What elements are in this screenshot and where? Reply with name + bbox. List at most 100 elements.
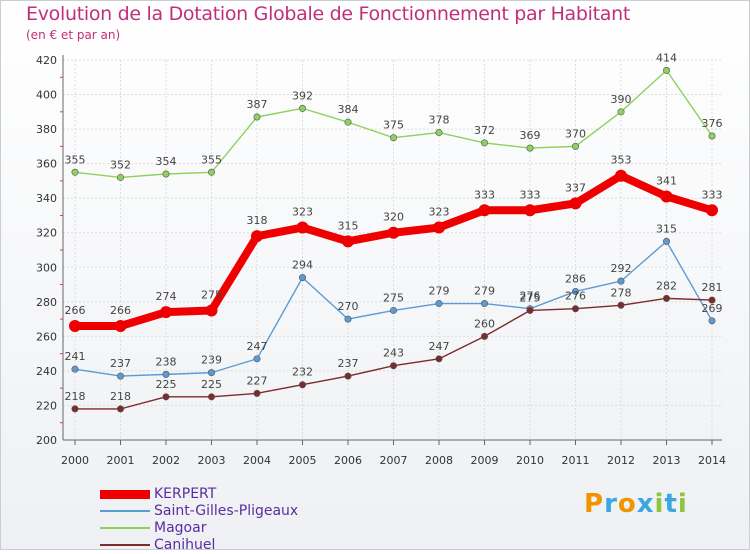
logo-letter: x (636, 489, 655, 519)
x-tick-label: 2011 (562, 454, 590, 467)
legend-swatch (100, 510, 150, 512)
data-label: 315 (656, 222, 677, 235)
data-label: 414 (656, 51, 677, 64)
legend-swatch (100, 544, 150, 546)
data-label: 225 (156, 378, 177, 391)
data-point (708, 132, 716, 140)
data-label: 387 (247, 98, 268, 111)
data-labels: 266 266 274 275 318 323 315 320 323 333 333 337 353 3… (65, 51, 723, 403)
data-label: 282 (656, 279, 677, 292)
y-tick-label: 420 (36, 54, 57, 67)
y-tick-label: 300 (36, 261, 57, 274)
logo-letter: r (604, 489, 618, 519)
data-point (433, 221, 445, 234)
data-point (208, 168, 216, 176)
data-point (344, 118, 352, 126)
data-point (526, 306, 534, 314)
data-point (114, 320, 127, 332)
data-point (660, 190, 673, 203)
data-point (69, 320, 81, 332)
y-tick-label: 200 (36, 434, 57, 447)
data-label: 274 (156, 290, 177, 303)
data-point (435, 300, 443, 308)
data-point (389, 134, 397, 142)
data-label: 241 (65, 350, 86, 363)
data-point (662, 294, 670, 302)
y-tick-label: 380 (36, 123, 57, 136)
data-point (298, 104, 306, 112)
data-point (615, 169, 627, 182)
data-point (205, 304, 218, 317)
data-point (478, 204, 491, 217)
x-tick-label: 2012 (607, 454, 635, 467)
data-label: 238 (156, 355, 177, 368)
data-label: 292 (611, 262, 632, 275)
data-point (435, 129, 443, 137)
legend-label: Canihuel (154, 537, 216, 553)
data-point (480, 300, 488, 308)
data-label: 376 (702, 117, 723, 130)
x-tick-label: 2007 (380, 454, 408, 467)
x-tick-label: 2003 (198, 454, 226, 467)
logo-letter: o (617, 489, 637, 519)
data-point (162, 170, 170, 178)
data-label: 279 (474, 285, 495, 298)
data-point (296, 221, 309, 234)
data-label: 353 (611, 154, 632, 167)
legend-swatch (100, 489, 150, 499)
data-point (160, 306, 172, 319)
y-tick-label: 360 (36, 158, 57, 171)
data-point (389, 362, 397, 370)
data-point (117, 372, 125, 380)
data-point (617, 301, 625, 309)
data-point (387, 226, 400, 239)
data-label: 225 (201, 378, 222, 391)
data-label: 260 (474, 317, 495, 330)
data-label: 352 (110, 158, 131, 171)
data-label: 375 (383, 119, 404, 132)
data-point (71, 168, 79, 176)
data-point (571, 142, 579, 150)
data-label: 237 (338, 357, 359, 370)
y-tick-label: 240 (36, 365, 57, 378)
data-label: 355 (65, 153, 86, 166)
data-point (162, 370, 170, 378)
data-label: 276 (520, 290, 541, 303)
data-label: 286 (565, 272, 586, 285)
data-point (617, 108, 625, 116)
data-point (708, 317, 716, 325)
data-label: 315 (338, 219, 359, 232)
data-point (480, 332, 488, 340)
data-label: 354 (156, 155, 177, 168)
data-label: 323 (292, 206, 313, 219)
data-label: 333 (474, 188, 495, 201)
data-point (480, 139, 488, 147)
data-label: 227 (247, 374, 268, 387)
y-axis: 200 220 240 260 280 300 320 340 360 380 400 420 (36, 54, 64, 447)
legend-swatch (100, 527, 150, 529)
y-tick-label: 280 (36, 296, 57, 309)
data-point (298, 274, 306, 282)
data-label: 218 (65, 390, 86, 403)
data-label: 355 (201, 153, 222, 166)
data-label: 318 (247, 214, 268, 227)
x-tick-label: 2001 (107, 454, 135, 467)
data-point (435, 355, 443, 363)
data-point (569, 197, 582, 210)
y-tick-label: 320 (36, 227, 57, 240)
data-point (162, 393, 170, 401)
data-label: 294 (292, 259, 313, 272)
data-label: 370 (565, 127, 586, 140)
x-tick-label: 2013 (653, 454, 681, 467)
data-label: 390 (611, 93, 632, 106)
data-point (344, 372, 352, 380)
x-tick-label: 2010 (516, 454, 544, 467)
data-label: 278 (611, 286, 632, 299)
x-tick-label: 2009 (471, 454, 499, 467)
data-label: 269 (702, 302, 723, 315)
x-axis: 2000 2001 2002 2003 2004 2005 2006 2007 2008 2009… (61, 439, 726, 467)
legend-label: Magoar (154, 520, 207, 536)
proxiti-logo: Proxiti (584, 489, 688, 519)
data-label: 218 (110, 390, 131, 403)
data-point (117, 173, 125, 181)
